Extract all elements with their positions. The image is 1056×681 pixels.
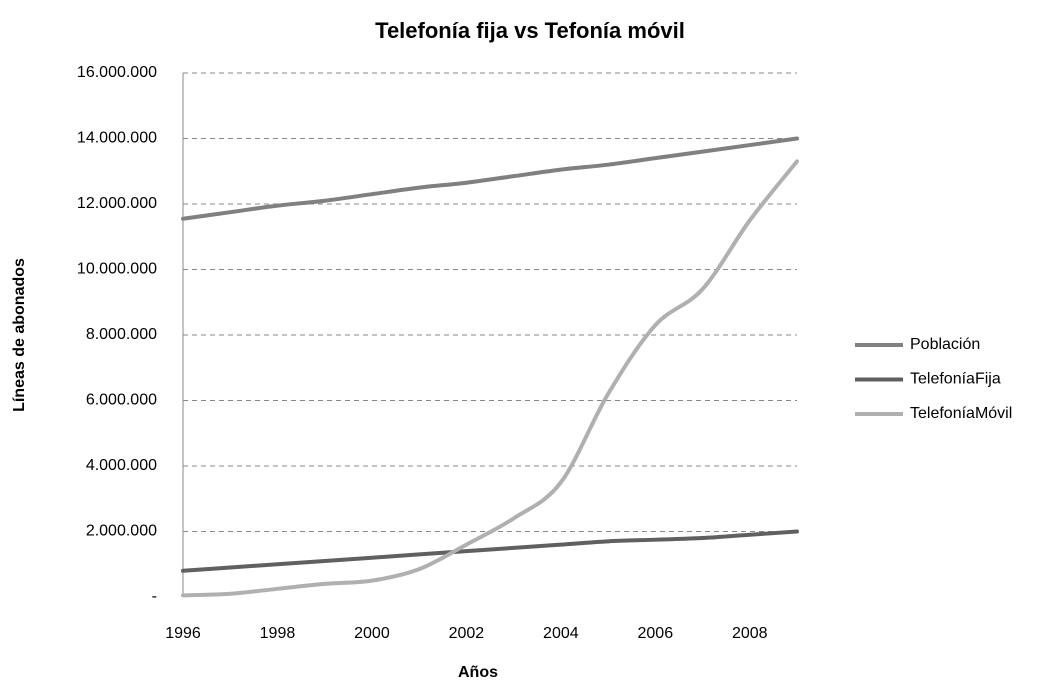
y-tick-label: 12.000.000	[77, 195, 157, 212]
series-line	[181, 529, 799, 573]
x-tick-label: 1996	[165, 625, 201, 642]
series-line	[181, 136, 799, 221]
x-axis-label: Años	[458, 664, 498, 681]
series-line	[181, 159, 799, 598]
x-tick-label: 1998	[260, 625, 296, 642]
legend-label: TelefoníaMóvil	[910, 405, 1012, 422]
y-axis-label: Líneas de abonados	[11, 258, 28, 412]
chart-title: Telefonía fija vs Tefonía móvil	[375, 18, 685, 43]
y-tick-label: 2.000.000	[86, 523, 157, 540]
x-tick-label: 2002	[449, 625, 485, 642]
legend-label: TelefoníaFija	[910, 371, 1001, 388]
x-tick-label: 2004	[543, 625, 579, 642]
y-tick-label: 10.000.000	[77, 261, 157, 278]
y-tick-label: -	[152, 588, 157, 605]
legend-label: Población	[910, 336, 980, 353]
y-tick-label: 4.000.000	[86, 457, 157, 474]
x-tick-label: 2008	[732, 625, 768, 642]
x-tick-label: 2006	[638, 625, 674, 642]
y-tick-label: 6.000.000	[86, 392, 157, 409]
x-tick-label: 2000	[354, 625, 390, 642]
y-tick-label: 8.000.000	[86, 326, 157, 343]
y-tick-label: 16.000.000	[77, 64, 157, 81]
y-tick-label: 14.000.000	[77, 130, 157, 147]
